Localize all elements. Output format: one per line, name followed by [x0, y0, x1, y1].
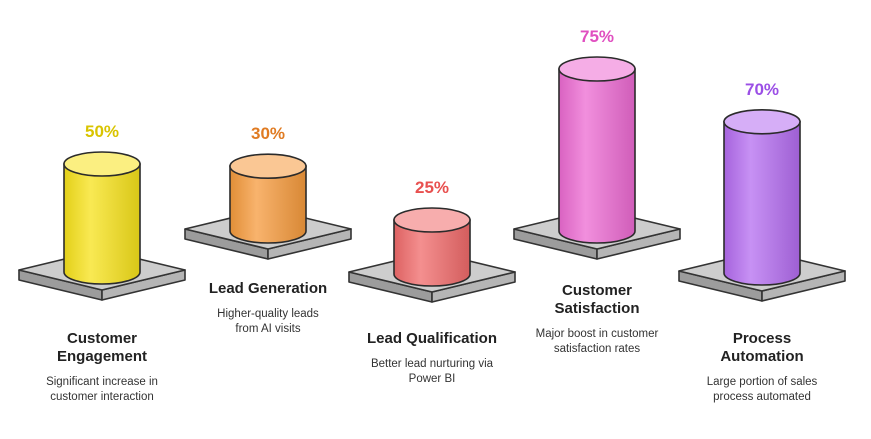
- category-label: Satisfaction: [554, 300, 639, 317]
- value-label: 70%: [745, 80, 779, 99]
- category-description: process automated: [713, 391, 811, 403]
- bar-cylinder: [723, 121, 801, 286]
- category-label: Lead Qualification: [367, 330, 497, 347]
- value-label: 30%: [251, 124, 285, 143]
- bar-cylinder: [558, 68, 636, 244]
- bar-cylinder-top: [558, 56, 636, 82]
- category-description: Large portion of sales: [707, 376, 818, 388]
- bar-cylinder: [229, 165, 307, 244]
- bar-cylinder-top: [63, 151, 141, 177]
- category-label: Process: [733, 330, 791, 347]
- category-description: customer interaction: [50, 391, 154, 403]
- bar-cylinder-top: [229, 153, 307, 179]
- bar-group-lead-generation: 30% Lead Generation Higher-quality leads fr…: [184, 124, 352, 335]
- value-label: 25%: [415, 178, 449, 197]
- category-label: Automation: [720, 348, 803, 365]
- category-description: Better lead nurturing via: [371, 358, 494, 370]
- bar-cylinder-top: [393, 207, 471, 233]
- bar-group-lead-qualification: 25% Lead Qualification Better lead nurturi…: [348, 178, 516, 385]
- bar-cylinder-top: [723, 109, 801, 135]
- bar-cylinder: [393, 219, 471, 287]
- category-label: Engagement: [57, 348, 147, 365]
- category-description: Higher-quality leads: [217, 308, 319, 320]
- value-label: 50%: [85, 122, 119, 141]
- category-label: Customer: [67, 330, 137, 347]
- category-description: from AI visits: [235, 323, 300, 335]
- category-label: Lead Generation: [209, 280, 327, 297]
- category-description: Power BI: [409, 373, 456, 385]
- bar-cylinder: [63, 163, 141, 285]
- category-description: Significant increase in: [46, 376, 158, 388]
- value-label: 75%: [580, 27, 614, 46]
- category-description: satisfaction rates: [554, 343, 641, 355]
- category-label: Customer: [562, 282, 632, 299]
- category-description: Major boost in customer: [536, 328, 659, 340]
